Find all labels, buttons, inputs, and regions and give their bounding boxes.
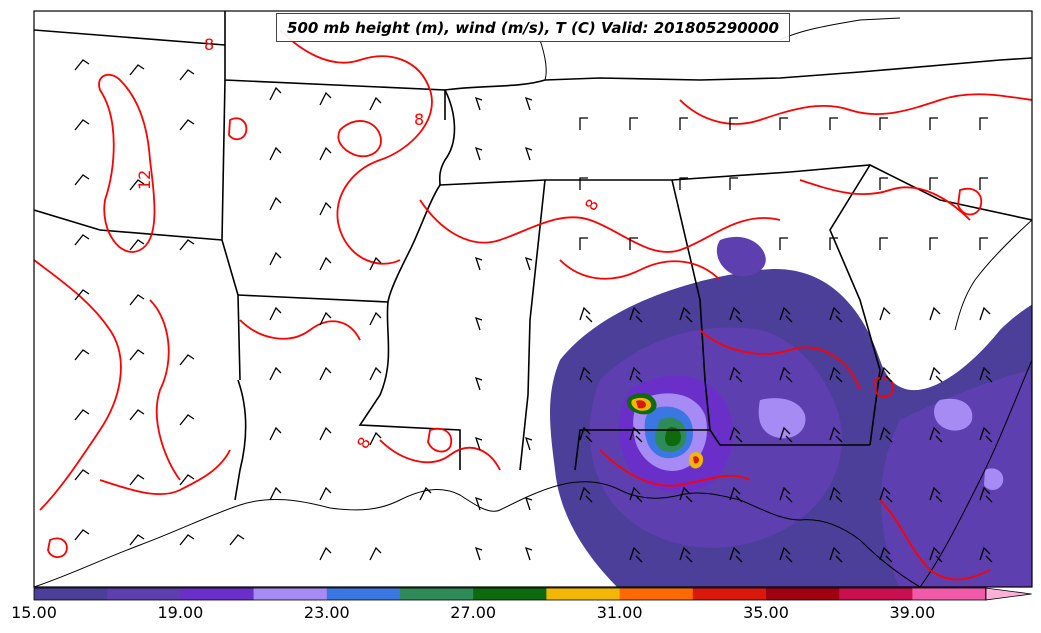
colorbar-segment xyxy=(839,588,913,600)
colorbar-segment xyxy=(619,588,694,600)
colorbar-tick-label: 15.00 xyxy=(11,603,57,622)
colorbar-segment xyxy=(473,588,547,600)
colorbar-segment xyxy=(692,588,767,600)
colorbar-extension xyxy=(985,587,1032,601)
colorbar-segment xyxy=(107,588,181,600)
colorbar-tick-label: 23.00 xyxy=(303,603,350,622)
colorbar-tick-label: 35.00 xyxy=(743,603,789,622)
colorbar-segment xyxy=(400,588,474,600)
wind-barbs xyxy=(74,59,993,563)
colorbar-tick-label: 39.00 xyxy=(889,603,936,622)
colorbar-segment xyxy=(253,588,328,600)
colorbar-tick-label: 27.00 xyxy=(450,603,497,622)
colorbar xyxy=(34,587,1032,601)
map-border xyxy=(33,10,1033,588)
colorbar-outline xyxy=(33,587,987,601)
colorbar-segment xyxy=(34,588,108,600)
colorbar-segment xyxy=(912,588,987,600)
colorbar-tick-label: 31.00 xyxy=(596,603,643,622)
state-boundaries xyxy=(34,11,1032,501)
colorbar-segment xyxy=(766,588,840,600)
colorbar-segment xyxy=(180,588,255,600)
colorbar-segment xyxy=(546,588,621,600)
colorbar-tick-label: 19.00 xyxy=(157,603,204,622)
map-title: 500 mb height (m), wind (m/s), T (C) Val… xyxy=(276,13,790,42)
contour-label: 12 xyxy=(135,170,154,190)
contour-label: 8 xyxy=(204,35,214,54)
colorbar-segment xyxy=(326,588,401,600)
temperature-contours xyxy=(34,29,1032,581)
contour-label: 8 xyxy=(414,110,424,129)
